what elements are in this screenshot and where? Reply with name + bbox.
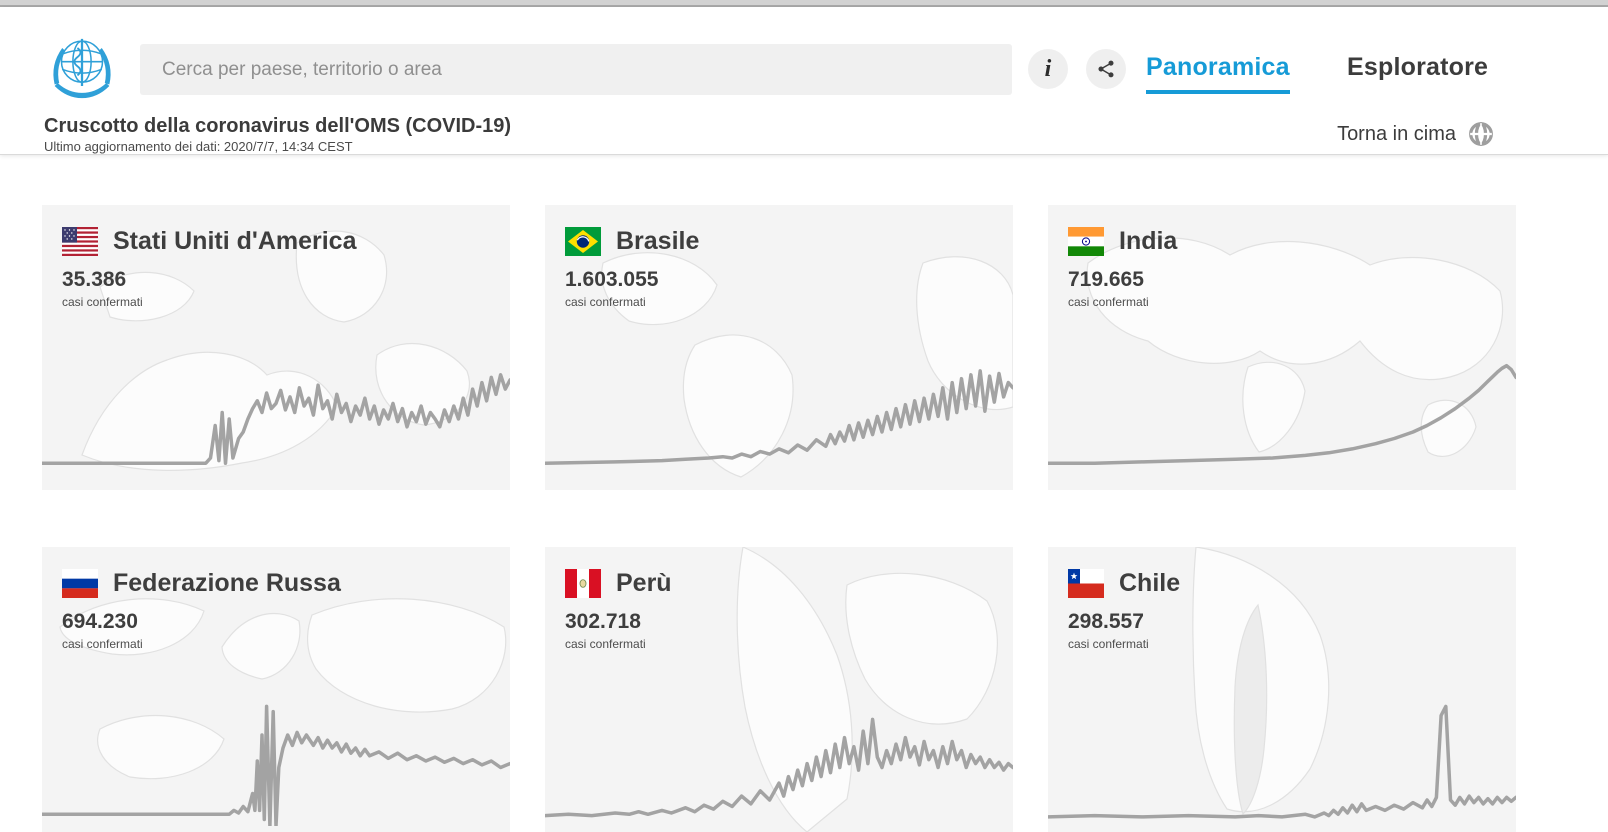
map-background [59,598,507,780]
who-logo[interactable] [44,31,120,103]
country-name: Chile [1119,569,1181,597]
trend-sparkline [42,373,510,465]
confirmed-count: 694.230 [62,610,138,633]
globe-icon [1469,122,1493,146]
card-header: Perù [565,569,672,598]
info-button[interactable]: i [1028,49,1068,89]
trend-sparkline [1048,363,1516,465]
browser-top-strip [0,0,1608,7]
confirmed-count: 35.386 [62,268,127,291]
confirmed-label: casi confermati [62,295,143,309]
last-updated-text: Ultimo aggiornamento dei dati: 2020/7/7,… [44,139,353,154]
country-card-in[interactable]: India 719.665 casi confermati [1048,205,1516,490]
trend-sparkline [545,717,1013,818]
confirmed-label: casi confermati [565,295,646,309]
country-name: India [1119,227,1178,255]
trend-sparkline [42,704,510,826]
country-name: Federazione Russa [113,569,341,597]
confirmed-count: 298.557 [1068,610,1144,633]
confirmed-label: casi confermati [565,637,646,651]
confirmed-label: casi confermati [1068,295,1149,309]
search-input[interactable] [140,44,1012,95]
confirmed-count: 719.665 [1068,268,1144,291]
card-header: Federazione Russa [62,569,341,598]
tab-esploratore[interactable]: Esploratore [1347,53,1489,81]
in-flag-icon [1068,227,1104,256]
br-flag-icon [565,227,601,256]
back-to-top-button[interactable]: Torna in cima [1337,121,1494,147]
trend-sparkline [545,369,1013,465]
confirmed-count: 1.603.055 [565,268,659,291]
map-background [601,252,1013,478]
pe-flag-icon [565,569,601,598]
back-to-top-label: Torna in cima [1337,122,1456,145]
ru-flag-icon [62,569,98,598]
card-header: India [1068,227,1177,256]
country-card-br[interactable]: Brasile 1.603.055 casi confermati [545,205,1013,490]
map-background [81,230,470,471]
country-name: Stati Uniti d'America [113,227,357,255]
country-card-pe[interactable]: Perù 302.718 casi confermati [545,547,1013,832]
card-header: Stati Uniti d'America [62,227,357,256]
map-background [1192,547,1330,816]
country-card-cl[interactable]: Chile 298.557 casi confermati [1048,547,1516,832]
header: i Panoramica Esploratore Cruscotto della… [0,7,1608,155]
country-card-ru[interactable]: Federazione Russa 694.230 casi confermat… [42,547,510,832]
info-icon: i [1044,56,1052,82]
page-title: Cruscotto della coronavirus dell'OMS (CO… [44,115,512,137]
country-name: Perù [616,569,672,597]
card-header: Chile [1068,569,1180,598]
tab-panoramica[interactable]: Panoramica [1146,53,1290,94]
map-background [1086,237,1504,457]
confirmed-count: 302.718 [565,610,641,633]
confirmed-label: casi confermati [1068,637,1149,651]
us-flag-icon [62,227,98,256]
cards-grid: Stati Uniti d'America 35.386 casi confer… [42,205,1516,832]
share-button[interactable] [1086,49,1126,89]
cl-flag-icon [1068,569,1104,598]
confirmed-label: casi confermati [62,637,143,651]
country-card-us[interactable]: Stati Uniti d'America 35.386 casi confer… [42,205,510,490]
share-icon [1098,60,1114,78]
card-header: Brasile [565,227,699,256]
trend-sparkline [1048,704,1516,819]
country-name: Brasile [616,227,700,255]
